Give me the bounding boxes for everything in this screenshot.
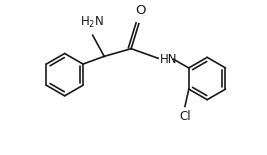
Text: O: O [136,4,146,17]
Text: HN: HN [160,53,178,66]
Text: $\mathregular{H_2N}$: $\mathregular{H_2N}$ [80,15,104,30]
Text: Cl: Cl [179,110,191,123]
